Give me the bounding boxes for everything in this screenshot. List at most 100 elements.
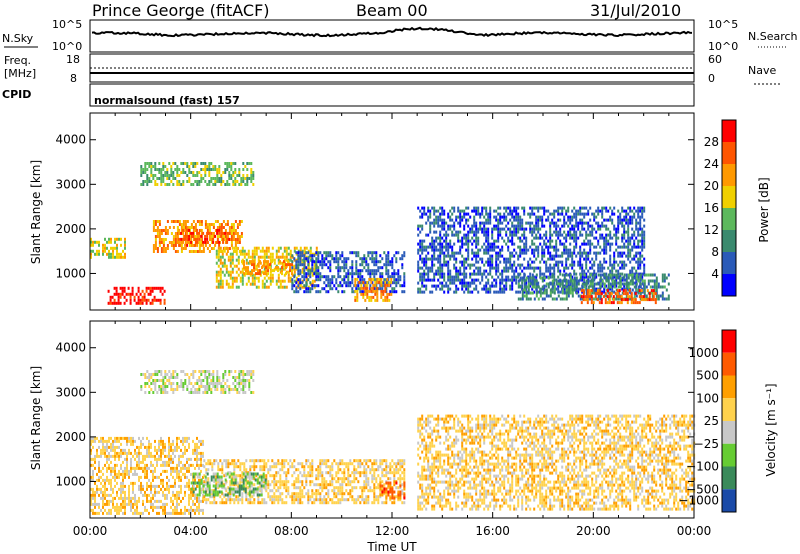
velocity-cell (162, 451, 164, 455)
power-cell (162, 177, 165, 180)
power-cell (519, 245, 522, 249)
power-cell (621, 206, 624, 210)
power-cell (218, 228, 221, 232)
power-cell (637, 239, 640, 243)
power-cell (469, 215, 472, 219)
power-cell (553, 275, 556, 279)
power-cell (497, 233, 500, 237)
power-cell (423, 209, 426, 213)
power-cell (641, 272, 644, 276)
power-cell (455, 266, 458, 270)
power-cell (557, 212, 560, 216)
power-cell (565, 233, 568, 237)
power-cell (212, 240, 215, 244)
power-cell (503, 260, 506, 264)
power-cell (467, 239, 470, 243)
power-cell (252, 177, 255, 180)
power-cell (90, 252, 92, 256)
power-cell (423, 248, 426, 252)
power-cell (509, 278, 512, 282)
power-cell (623, 266, 626, 270)
power-cell (255, 246, 258, 250)
power-cell (357, 287, 360, 291)
power-cell (515, 290, 518, 294)
power-cell (625, 254, 628, 258)
velocity-cell (130, 505, 132, 509)
power-cell (289, 276, 292, 280)
power-cell (251, 269, 253, 273)
power-cell (583, 273, 586, 277)
power-cell (519, 278, 522, 282)
power-cell (162, 174, 165, 177)
velocity-cell (142, 493, 144, 497)
velocity-cell (170, 472, 172, 476)
power-cell (367, 266, 370, 270)
power-cell (599, 285, 602, 289)
power-cell (497, 251, 500, 255)
power-cell (390, 280, 393, 284)
power-cell (118, 252, 120, 256)
power-cell (393, 281, 396, 285)
power-cell (461, 263, 464, 267)
power-cell (429, 212, 432, 216)
power-cell (537, 218, 540, 222)
power-cell (216, 220, 219, 223)
power-cell (501, 272, 504, 276)
power-cell (219, 255, 222, 259)
velocity-cell (180, 454, 182, 458)
velocity-cell (116, 463, 118, 467)
power-cell (158, 171, 161, 174)
power-cell (613, 266, 616, 270)
power-cell (321, 263, 324, 267)
velocity-cell (140, 442, 142, 446)
power-cell (225, 270, 228, 274)
power-cell (349, 266, 352, 270)
power-cell (385, 257, 388, 261)
power-cell (421, 248, 424, 252)
power-cell (176, 229, 179, 232)
velocity-cell (174, 478, 176, 482)
power-cell (647, 282, 650, 286)
power-cell (313, 264, 316, 268)
velocity-cell (106, 460, 108, 464)
power-cell (180, 183, 183, 186)
power-cell (573, 279, 576, 283)
power-cell (447, 275, 450, 279)
power-cell (579, 278, 582, 282)
power-cell (120, 243, 122, 247)
power-cell (505, 269, 508, 273)
power-cell (483, 221, 486, 225)
power-cell (467, 287, 470, 291)
power-cell (617, 269, 620, 273)
power-cell (603, 266, 606, 270)
power-cell (541, 245, 544, 249)
power-cell (218, 171, 221, 174)
power-cell (553, 272, 556, 276)
power-cell (603, 218, 606, 222)
power-cell (323, 287, 326, 291)
power-cell (661, 294, 664, 298)
power-cell (559, 230, 562, 234)
velocity-cell (190, 457, 192, 461)
power-cell (541, 251, 544, 255)
power-cell (162, 162, 165, 165)
power-cell (172, 162, 175, 165)
power-cell (511, 239, 514, 243)
velocity-cell (164, 502, 166, 506)
power-cell (644, 298, 647, 302)
power-cell (188, 165, 191, 168)
power-cell (575, 279, 578, 283)
nave-tick-bottom: 0 (708, 72, 715, 85)
power-cell (597, 239, 600, 243)
power-cell (459, 251, 462, 255)
power-cell (608, 292, 611, 296)
velocity-cell (200, 457, 202, 461)
power-cell (575, 224, 578, 228)
power-cell (455, 287, 458, 291)
power-cell (477, 278, 480, 282)
power-cell (204, 220, 207, 223)
velocity-cell (90, 451, 92, 455)
power-cell (230, 177, 233, 180)
power-cell (607, 233, 610, 237)
power-cell (473, 218, 476, 222)
